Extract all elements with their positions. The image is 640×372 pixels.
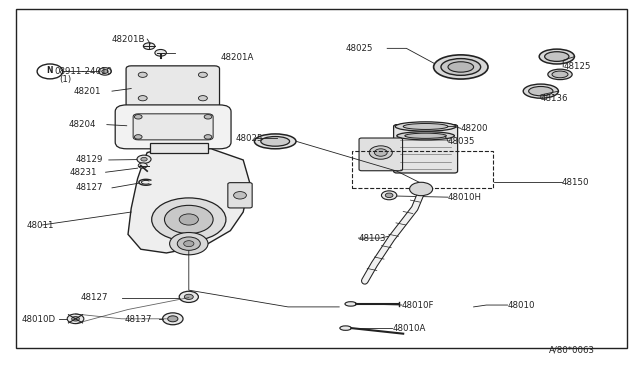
Circle shape <box>381 191 397 200</box>
Text: 48035: 48035 <box>448 137 476 146</box>
Circle shape <box>170 232 208 255</box>
Circle shape <box>177 237 200 250</box>
Circle shape <box>102 70 108 73</box>
Ellipse shape <box>552 71 568 78</box>
Ellipse shape <box>448 62 474 72</box>
Circle shape <box>138 96 147 101</box>
Text: A/80*0063: A/80*0063 <box>549 346 595 355</box>
Circle shape <box>168 316 178 322</box>
Circle shape <box>204 115 212 119</box>
Ellipse shape <box>523 84 558 98</box>
Circle shape <box>184 294 193 299</box>
Circle shape <box>184 241 194 247</box>
Circle shape <box>198 96 207 101</box>
Circle shape <box>163 313 183 325</box>
Text: 48025: 48025 <box>346 44 373 53</box>
Ellipse shape <box>254 134 296 149</box>
Text: 48201B: 48201B <box>112 35 145 44</box>
Ellipse shape <box>340 326 351 330</box>
Circle shape <box>137 155 151 163</box>
Text: 08911-24010: 08911-24010 <box>54 67 113 76</box>
Text: 48201A: 48201A <box>221 53 254 62</box>
Text: 48125: 48125 <box>563 62 591 71</box>
Ellipse shape <box>539 49 575 64</box>
Text: 48127: 48127 <box>81 293 108 302</box>
Circle shape <box>134 115 142 119</box>
Circle shape <box>143 43 155 49</box>
Circle shape <box>385 193 393 198</box>
Circle shape <box>374 149 387 156</box>
Circle shape <box>410 182 433 196</box>
Ellipse shape <box>404 133 447 138</box>
Circle shape <box>198 72 207 77</box>
Text: 48129: 48129 <box>76 155 103 164</box>
Text: 48010: 48010 <box>508 301 535 310</box>
Circle shape <box>179 214 198 225</box>
Circle shape <box>234 192 246 199</box>
Circle shape <box>152 198 226 241</box>
Circle shape <box>134 135 142 139</box>
Text: 48103: 48103 <box>358 234 386 243</box>
Text: 48011: 48011 <box>27 221 54 230</box>
Polygon shape <box>128 149 250 253</box>
Text: 48137: 48137 <box>125 315 152 324</box>
Ellipse shape <box>261 137 289 146</box>
Circle shape <box>138 72 147 77</box>
Circle shape <box>141 157 147 161</box>
Text: 48204: 48204 <box>68 120 96 129</box>
Text: 48010D: 48010D <box>22 315 56 324</box>
Text: 48025: 48025 <box>236 134 263 143</box>
Circle shape <box>67 314 84 324</box>
Ellipse shape <box>529 86 553 96</box>
Text: 48200: 48200 <box>461 124 488 133</box>
Ellipse shape <box>548 69 572 80</box>
Text: 48010A: 48010A <box>392 324 426 333</box>
FancyBboxPatch shape <box>115 105 231 149</box>
FancyBboxPatch shape <box>228 183 252 208</box>
Text: 48136: 48136 <box>541 94 568 103</box>
Text: 48231: 48231 <box>69 169 97 177</box>
Text: 48150: 48150 <box>562 178 589 187</box>
Circle shape <box>155 49 166 56</box>
Circle shape <box>99 68 111 75</box>
Text: N: N <box>47 66 53 75</box>
Circle shape <box>164 205 213 234</box>
FancyBboxPatch shape <box>394 125 458 173</box>
FancyBboxPatch shape <box>126 66 220 107</box>
Ellipse shape <box>545 52 569 61</box>
Ellipse shape <box>434 55 488 79</box>
Ellipse shape <box>396 122 456 131</box>
Circle shape <box>179 291 198 302</box>
Text: 48010F: 48010F <box>402 301 435 310</box>
Ellipse shape <box>345 302 356 306</box>
Polygon shape <box>150 143 208 153</box>
Text: 48201: 48201 <box>74 87 101 96</box>
FancyBboxPatch shape <box>359 138 403 171</box>
FancyBboxPatch shape <box>133 114 213 140</box>
Circle shape <box>204 135 212 139</box>
Circle shape <box>138 163 147 168</box>
Ellipse shape <box>403 124 448 129</box>
Text: (1): (1) <box>60 75 72 84</box>
Text: 48010H: 48010H <box>448 193 482 202</box>
Bar <box>352 151 493 188</box>
Circle shape <box>72 317 79 321</box>
Text: 48127: 48127 <box>76 183 103 192</box>
Ellipse shape <box>441 58 481 75</box>
Circle shape <box>369 146 392 159</box>
Ellipse shape <box>397 132 454 140</box>
